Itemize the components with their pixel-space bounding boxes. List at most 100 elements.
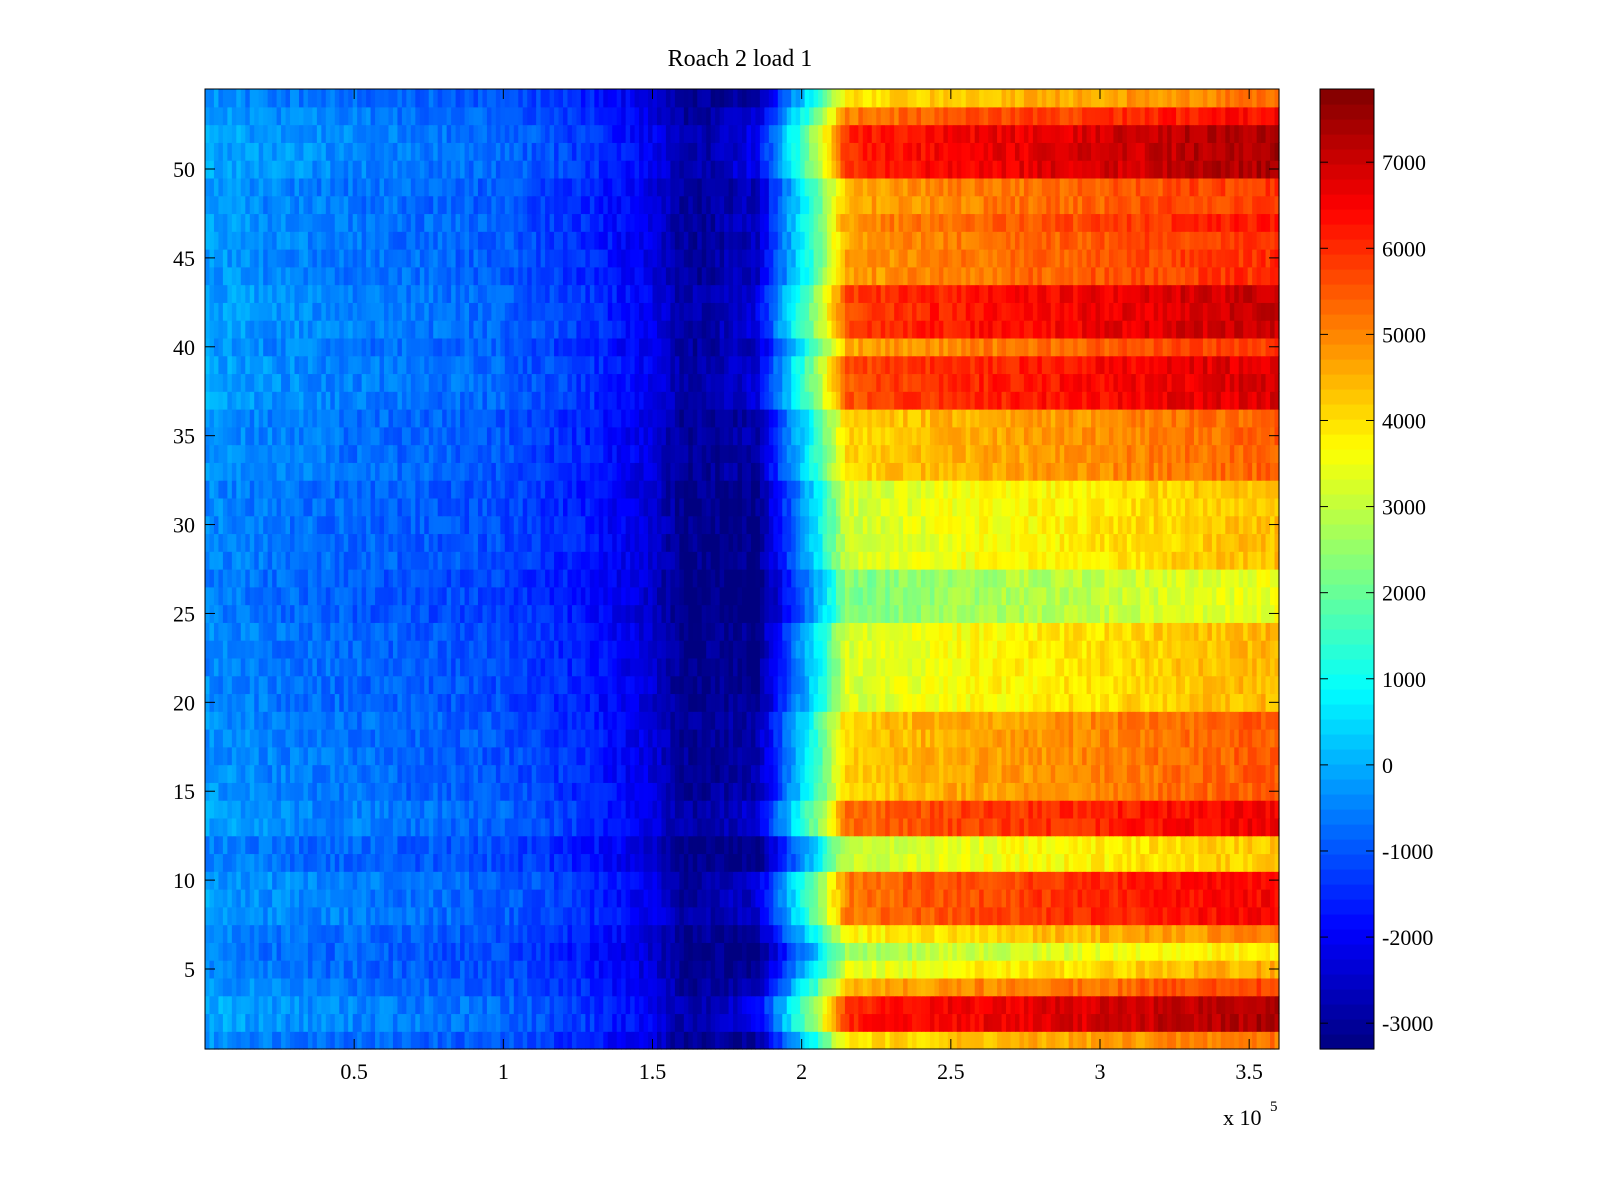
heatmap-cell bbox=[1162, 782, 1168, 801]
heatmap-cell bbox=[1001, 871, 1007, 890]
heatmap-cell bbox=[818, 995, 824, 1015]
heatmap-cell bbox=[1153, 711, 1159, 730]
heatmap-cell bbox=[903, 675, 909, 695]
heatmap-cell bbox=[746, 817, 752, 837]
heatmap-cell bbox=[245, 729, 251, 748]
heatmap-cell bbox=[634, 746, 640, 766]
heatmap-cell bbox=[469, 800, 475, 819]
heatmap-cell bbox=[1140, 906, 1146, 926]
heatmap-cell bbox=[639, 675, 645, 695]
heatmap-cell bbox=[616, 1031, 622, 1050]
heatmap-cell bbox=[979, 871, 985, 890]
heatmap-cell bbox=[298, 764, 305, 783]
heatmap-cell bbox=[974, 1031, 980, 1050]
heatmap-cell bbox=[205, 1031, 211, 1050]
heatmap-cell bbox=[701, 675, 707, 695]
heatmap-cell bbox=[679, 977, 685, 997]
heatmap-cell bbox=[509, 977, 515, 997]
heatmap-cell bbox=[813, 906, 819, 926]
heatmap-cell bbox=[643, 693, 649, 712]
heatmap-cell bbox=[983, 995, 989, 1015]
heatmap-cell bbox=[674, 729, 680, 748]
heatmap-cell bbox=[231, 746, 237, 766]
heatmap-cell bbox=[1037, 924, 1043, 943]
heatmap-cell bbox=[307, 960, 313, 979]
heatmap-cell bbox=[545, 817, 551, 837]
heatmap-cell bbox=[862, 924, 868, 943]
heatmap-cell bbox=[876, 1031, 882, 1050]
heatmap-cell bbox=[1229, 835, 1235, 855]
heatmap-cell bbox=[1014, 960, 1021, 979]
heatmap-cell bbox=[706, 764, 712, 783]
heatmap-cell bbox=[469, 1013, 475, 1032]
heatmap-cell bbox=[643, 960, 649, 979]
heatmap-cell bbox=[1001, 1013, 1007, 1032]
heatmap-cell bbox=[500, 1013, 506, 1032]
heatmap-cell bbox=[1158, 693, 1164, 712]
heatmap-cell bbox=[773, 711, 779, 730]
heatmap-cell bbox=[540, 1013, 546, 1032]
heatmap-cell bbox=[513, 942, 519, 961]
heatmap-cell bbox=[558, 800, 564, 819]
heatmap-cell bbox=[531, 800, 537, 819]
heatmap-cell bbox=[540, 729, 546, 748]
heatmap-cell bbox=[263, 942, 269, 961]
heatmap-cell bbox=[545, 906, 551, 926]
heatmap-cell bbox=[1180, 995, 1186, 1015]
heatmap-cell bbox=[656, 800, 663, 819]
heatmap-cell bbox=[607, 924, 613, 943]
heatmap-cell bbox=[876, 693, 882, 712]
heatmap-cell bbox=[460, 995, 466, 1015]
heatmap-cell bbox=[1059, 693, 1065, 712]
heatmap-cell bbox=[746, 729, 752, 748]
heatmap-cell bbox=[961, 977, 967, 997]
heatmap-cell bbox=[1270, 977, 1276, 997]
heatmap-cell bbox=[1095, 1013, 1101, 1032]
heatmap-cell bbox=[410, 764, 416, 783]
heatmap-cell bbox=[1185, 711, 1191, 730]
heatmap-cell bbox=[1274, 942, 1280, 961]
heatmap-cell bbox=[276, 853, 282, 872]
heatmap-cell bbox=[903, 782, 909, 801]
heatmap-cell bbox=[903, 817, 909, 837]
heatmap-cell bbox=[786, 693, 792, 712]
heatmap-cell bbox=[316, 746, 322, 766]
heatmap-cell bbox=[366, 1031, 372, 1050]
heatmap-cell bbox=[370, 1013, 376, 1032]
heatmap-cell bbox=[992, 800, 998, 819]
heatmap-cell bbox=[1243, 746, 1249, 766]
heatmap-cell bbox=[1055, 977, 1061, 997]
heatmap-cell bbox=[1220, 977, 1226, 997]
heatmap-cell bbox=[1023, 942, 1029, 961]
heatmap-cell bbox=[880, 924, 886, 943]
heatmap-cell bbox=[1050, 977, 1056, 997]
heatmap-cell bbox=[294, 711, 300, 730]
heatmap-cell bbox=[822, 835, 828, 855]
heatmap-cell bbox=[388, 1013, 394, 1032]
heatmap-cell bbox=[827, 835, 833, 855]
heatmap-cell bbox=[625, 924, 631, 943]
heatmap-cell bbox=[1229, 800, 1235, 819]
heatmap-cell bbox=[1256, 1031, 1262, 1050]
heatmap-cell bbox=[943, 1013, 949, 1032]
heatmap-cell bbox=[464, 746, 470, 766]
heatmap-cell bbox=[1131, 729, 1137, 748]
heatmap-cell bbox=[388, 800, 394, 819]
heatmap-cell bbox=[330, 711, 336, 730]
heatmap-cell bbox=[410, 729, 416, 748]
heatmap-cell bbox=[1167, 746, 1173, 766]
heatmap-cell bbox=[1082, 835, 1088, 855]
heatmap-cell bbox=[692, 977, 698, 997]
heatmap-cell bbox=[1256, 782, 1262, 801]
heatmap-cell bbox=[1126, 906, 1132, 926]
heatmap-cell bbox=[656, 871, 663, 890]
heatmap-cell bbox=[518, 1031, 524, 1050]
heatmap-cell bbox=[710, 871, 716, 890]
heatmap-cell bbox=[670, 1013, 676, 1032]
heatmap-cell bbox=[384, 1013, 390, 1032]
heatmap-cell bbox=[746, 764, 752, 783]
heatmap-cell bbox=[1247, 817, 1253, 837]
heatmap-cell bbox=[921, 871, 927, 890]
heatmap-cell bbox=[1229, 977, 1235, 997]
heatmap-cell bbox=[1131, 960, 1137, 979]
